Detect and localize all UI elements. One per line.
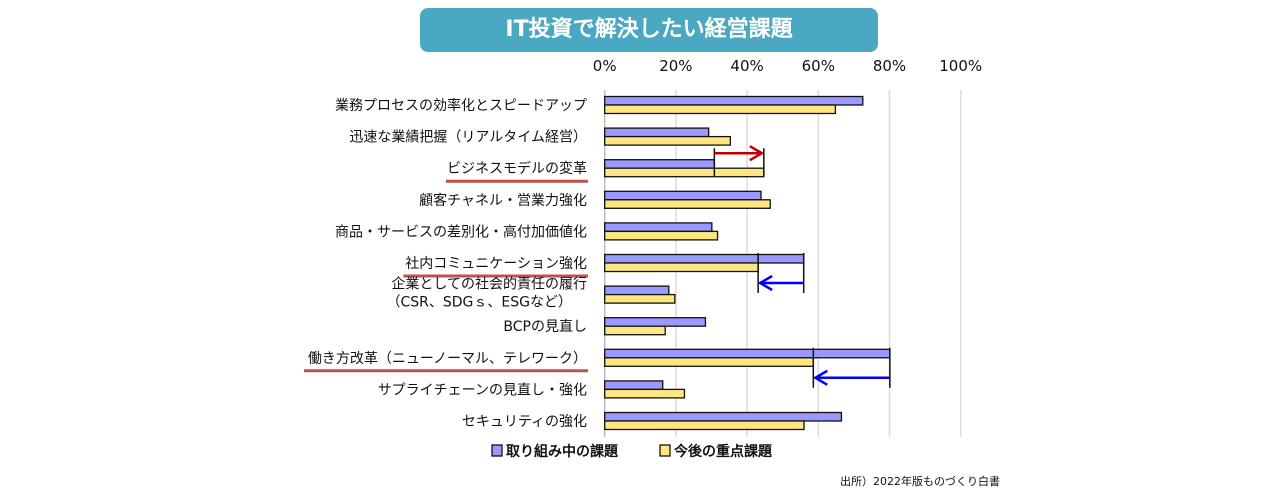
bar-future — [604, 325, 666, 336]
category-label: サプライチェーンの見直し・強化 — [378, 381, 587, 398]
legend-swatch — [659, 444, 671, 457]
category-label: 業務プロセスの効率化とスピードアップ — [335, 97, 587, 114]
x-tick-label: 20% — [659, 57, 692, 75]
bar-future — [604, 357, 814, 367]
bar-future — [604, 230, 719, 241]
category-label: 企業としての社会的責任の履行 — [391, 276, 587, 293]
bar-current — [604, 95, 864, 106]
bar-current — [604, 253, 805, 264]
bar-current — [604, 190, 762, 201]
bar-current — [604, 127, 710, 138]
bar-current — [604, 348, 891, 359]
arrowhead-icon — [749, 145, 765, 162]
category-label: ビジネスモデルの変革 — [447, 160, 587, 177]
category-label: セキュリティの強化 — [462, 414, 587, 430]
category-label: 働き方改革（ニューノーマル、テレワーク） — [308, 351, 587, 367]
bar-future — [604, 104, 837, 115]
bar-current — [604, 317, 707, 327]
bar-current — [604, 411, 843, 422]
category-label: 顧客チャネル・営業力強化 — [419, 192, 587, 209]
bar-current — [604, 380, 664, 391]
bar-future — [604, 199, 771, 209]
bar-current — [604, 159, 715, 169]
x-tick-label: 60% — [802, 57, 835, 75]
chart-title: IT投資で解決したい経営課題 — [420, 8, 878, 52]
bar-future — [604, 293, 676, 304]
legend-swatch — [491, 444, 503, 457]
bar-current — [604, 285, 670, 296]
bar-future — [604, 135, 732, 146]
legend-label: 取り組み中の課題 — [506, 443, 619, 460]
arrowhead-icon — [757, 274, 773, 292]
bar-future — [604, 388, 686, 399]
source-note: 出所）2022年版ものづくり白書 — [840, 475, 1000, 488]
bar-future — [604, 420, 805, 431]
legend-label: 今後の重点課題 — [673, 443, 773, 460]
category-label: （CSR、SDGｓ、ESGなど） — [387, 295, 573, 311]
category-label: BCPの見直し — [503, 318, 587, 335]
bar-future — [604, 167, 765, 178]
bar-current — [604, 222, 713, 233]
x-tick-label: 40% — [730, 57, 763, 75]
category-label: 商品・サービスの差別化・高付加価値化 — [335, 223, 587, 240]
category-label: 迅速な業績把握（リアルタイム経営） — [349, 130, 587, 146]
x-tick-label: 0% — [593, 57, 617, 75]
arrowhead-icon — [812, 369, 828, 386]
bar-future — [604, 262, 759, 273]
x-tick-label: 80% — [873, 57, 906, 75]
x-tick-label: 100% — [939, 57, 982, 75]
category-label: 社内コミュニケーション強化 — [405, 256, 587, 272]
